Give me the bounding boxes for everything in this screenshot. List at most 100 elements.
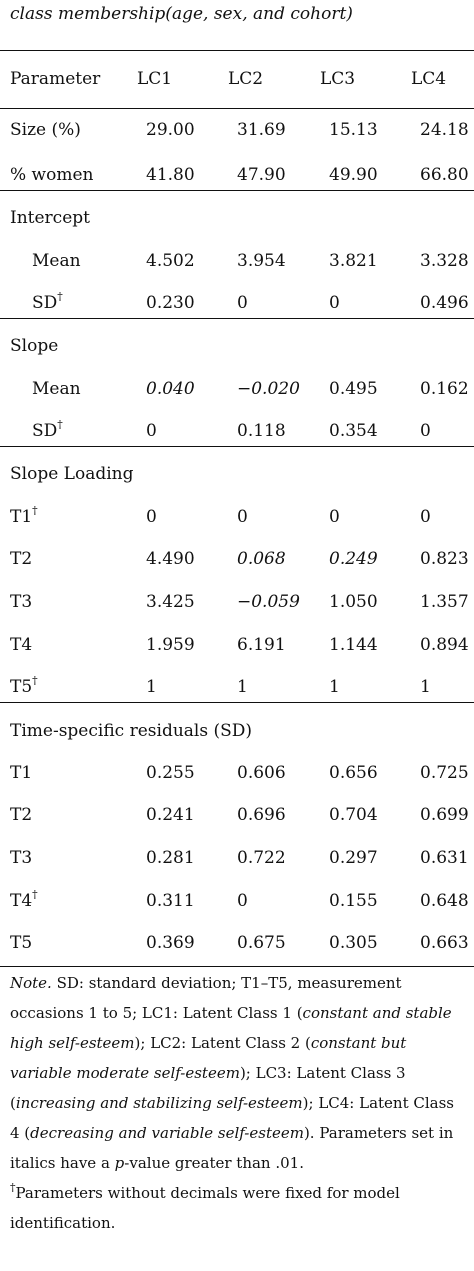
section-label: Slope (10, 336, 59, 356)
cell-lc1: 0.040 (146, 379, 195, 399)
cell-lc4: 0.725 (420, 763, 469, 783)
section-header-row: Slope Loading (0, 459, 474, 489)
table-row: T2 0.241 0.696 0.704 0.699 (0, 800, 474, 830)
row-label-text: T4 (10, 891, 33, 911)
cell-lc4: 0.631 (420, 848, 469, 868)
table-row: Mean 0.040 −0.020 0.495 0.162 (0, 374, 474, 404)
row-label: T4† (10, 886, 38, 916)
row-label-text: T4 (10, 635, 33, 655)
cell-lc2: 47.90 (237, 165, 286, 185)
row-label: T1 (10, 758, 32, 788)
dagger-mark: † (32, 674, 38, 688)
note-text-4: ); LC4: Latent Class 4 ( (10, 1094, 454, 1142)
cell-lc2: 0.118 (237, 421, 286, 441)
section-header-row: Slope (0, 331, 474, 361)
cell-lc2: 0 (237, 507, 248, 527)
section-rule (0, 446, 474, 447)
cell-lc1: 41.80 (146, 165, 195, 185)
cell-lc1: 0.281 (146, 848, 195, 868)
cell-lc4: 66.80 (420, 165, 469, 185)
section-header-row: Time-specific residuals (SD) (0, 716, 474, 746)
cell-lc3: 1.144 (329, 635, 378, 655)
header-rule (0, 108, 474, 109)
table-row: T5† 1 1 1 1 (0, 672, 474, 702)
cell-lc2: −0.059 (237, 592, 300, 612)
note-text-6: -value greater than .01. (124, 1154, 304, 1172)
row-label: Mean (32, 374, 81, 404)
cell-lc4: 0.823 (420, 549, 469, 569)
cell-lc1: 4.490 (146, 549, 195, 569)
table-row: Mean 4.502 3.954 3.821 3.328 (0, 246, 474, 276)
header-parameter: Parameter (10, 69, 101, 89)
cell-lc2: −0.020 (237, 379, 300, 399)
header-row: Parameter LC1 LC2 LC3 LC4 (0, 64, 474, 94)
dagger-mark: † (57, 418, 63, 432)
cell-lc4: 0.894 (420, 635, 469, 655)
note-p: p (114, 1154, 125, 1172)
note-lc2: constant but variable moderate self-este… (10, 1034, 407, 1082)
cell-lc3: 0.249 (329, 549, 378, 569)
cell-lc4: 0.699 (420, 805, 469, 825)
cell-lc4: 0.496 (420, 293, 469, 313)
cell-lc4: 24.18 (420, 120, 469, 140)
table-row: T3 3.425 −0.059 1.050 1.357 (0, 587, 474, 617)
note-footnote: Parameters without decimals were fixed f… (10, 1184, 400, 1232)
row-label: SD† (32, 288, 63, 318)
dagger-mark: † (57, 290, 63, 304)
row-label-text: Size (%) (10, 120, 81, 140)
table-row: T5 0.369 0.675 0.305 0.663 (0, 928, 474, 958)
cell-lc3: 49.90 (329, 165, 378, 185)
section-label: Intercept (10, 208, 90, 228)
row-label-text: T5 (10, 933, 33, 953)
row-label-text: T2 (10, 549, 33, 569)
table-row: T4† 0.311 0 0.155 0.648 (0, 886, 474, 916)
cell-lc4: 0 (420, 507, 431, 527)
cell-lc1: 0.255 (146, 763, 195, 783)
section-label: Time-specific residuals (SD) (10, 721, 253, 741)
row-label-text: % women (10, 165, 94, 185)
cell-lc1: 1 (146, 677, 157, 697)
cell-lc1: 0 (146, 507, 157, 527)
cell-lc3: 0.495 (329, 379, 378, 399)
cell-lc2: 3.954 (237, 251, 286, 271)
row-label-text: Mean (32, 251, 81, 271)
cell-lc4: 0 (420, 421, 431, 441)
note-lc4: decreasing and variable self-esteem (30, 1124, 304, 1142)
cell-lc1: 0.311 (146, 891, 195, 911)
bottom-rule (0, 966, 474, 967)
row-label: % women (10, 160, 93, 190)
table-row: SD† 0 0.118 0.354 0 (0, 416, 474, 446)
cell-lc1: 1.959 (146, 635, 195, 655)
cell-lc3: 15.13 (329, 120, 378, 140)
cell-lc2: 1 (237, 677, 248, 697)
row-label: T5 (10, 928, 32, 958)
cell-lc1: 4.502 (146, 251, 195, 271)
note-lead: Note. (10, 974, 52, 992)
cell-lc2: 0.606 (237, 763, 286, 783)
cell-lc3: 0.354 (329, 421, 378, 441)
row-label-text: SD (32, 293, 58, 313)
cell-lc1: 0.369 (146, 933, 195, 953)
table-row: T4 1.959 6.191 1.144 0.894 (0, 630, 474, 660)
section-rule (0, 702, 474, 703)
row-label-text: T1 (10, 507, 33, 527)
cell-lc3: 0.704 (329, 805, 378, 825)
dagger-mark: † (32, 888, 38, 902)
cell-lc2: 0 (237, 891, 248, 911)
note-dagger: † (10, 1181, 16, 1194)
row-label: Mean (32, 246, 81, 276)
row-label-text: T5 (10, 677, 33, 697)
cell-lc2: 31.69 (237, 120, 286, 140)
cell-lc3: 1 (329, 677, 340, 697)
row-label: T3 (10, 843, 32, 873)
cell-lc3: 1.050 (329, 592, 378, 612)
row-label-text: Mean (32, 379, 81, 399)
cell-lc2: 0.696 (237, 805, 286, 825)
cell-lc2: 0.722 (237, 848, 286, 868)
section-rule (0, 318, 474, 319)
header-lc2: LC2 (228, 69, 264, 89)
row-label-text: T2 (10, 805, 33, 825)
row-label-text: T3 (10, 848, 33, 868)
header-lc4: LC4 (411, 69, 447, 89)
top-rule (0, 50, 474, 51)
